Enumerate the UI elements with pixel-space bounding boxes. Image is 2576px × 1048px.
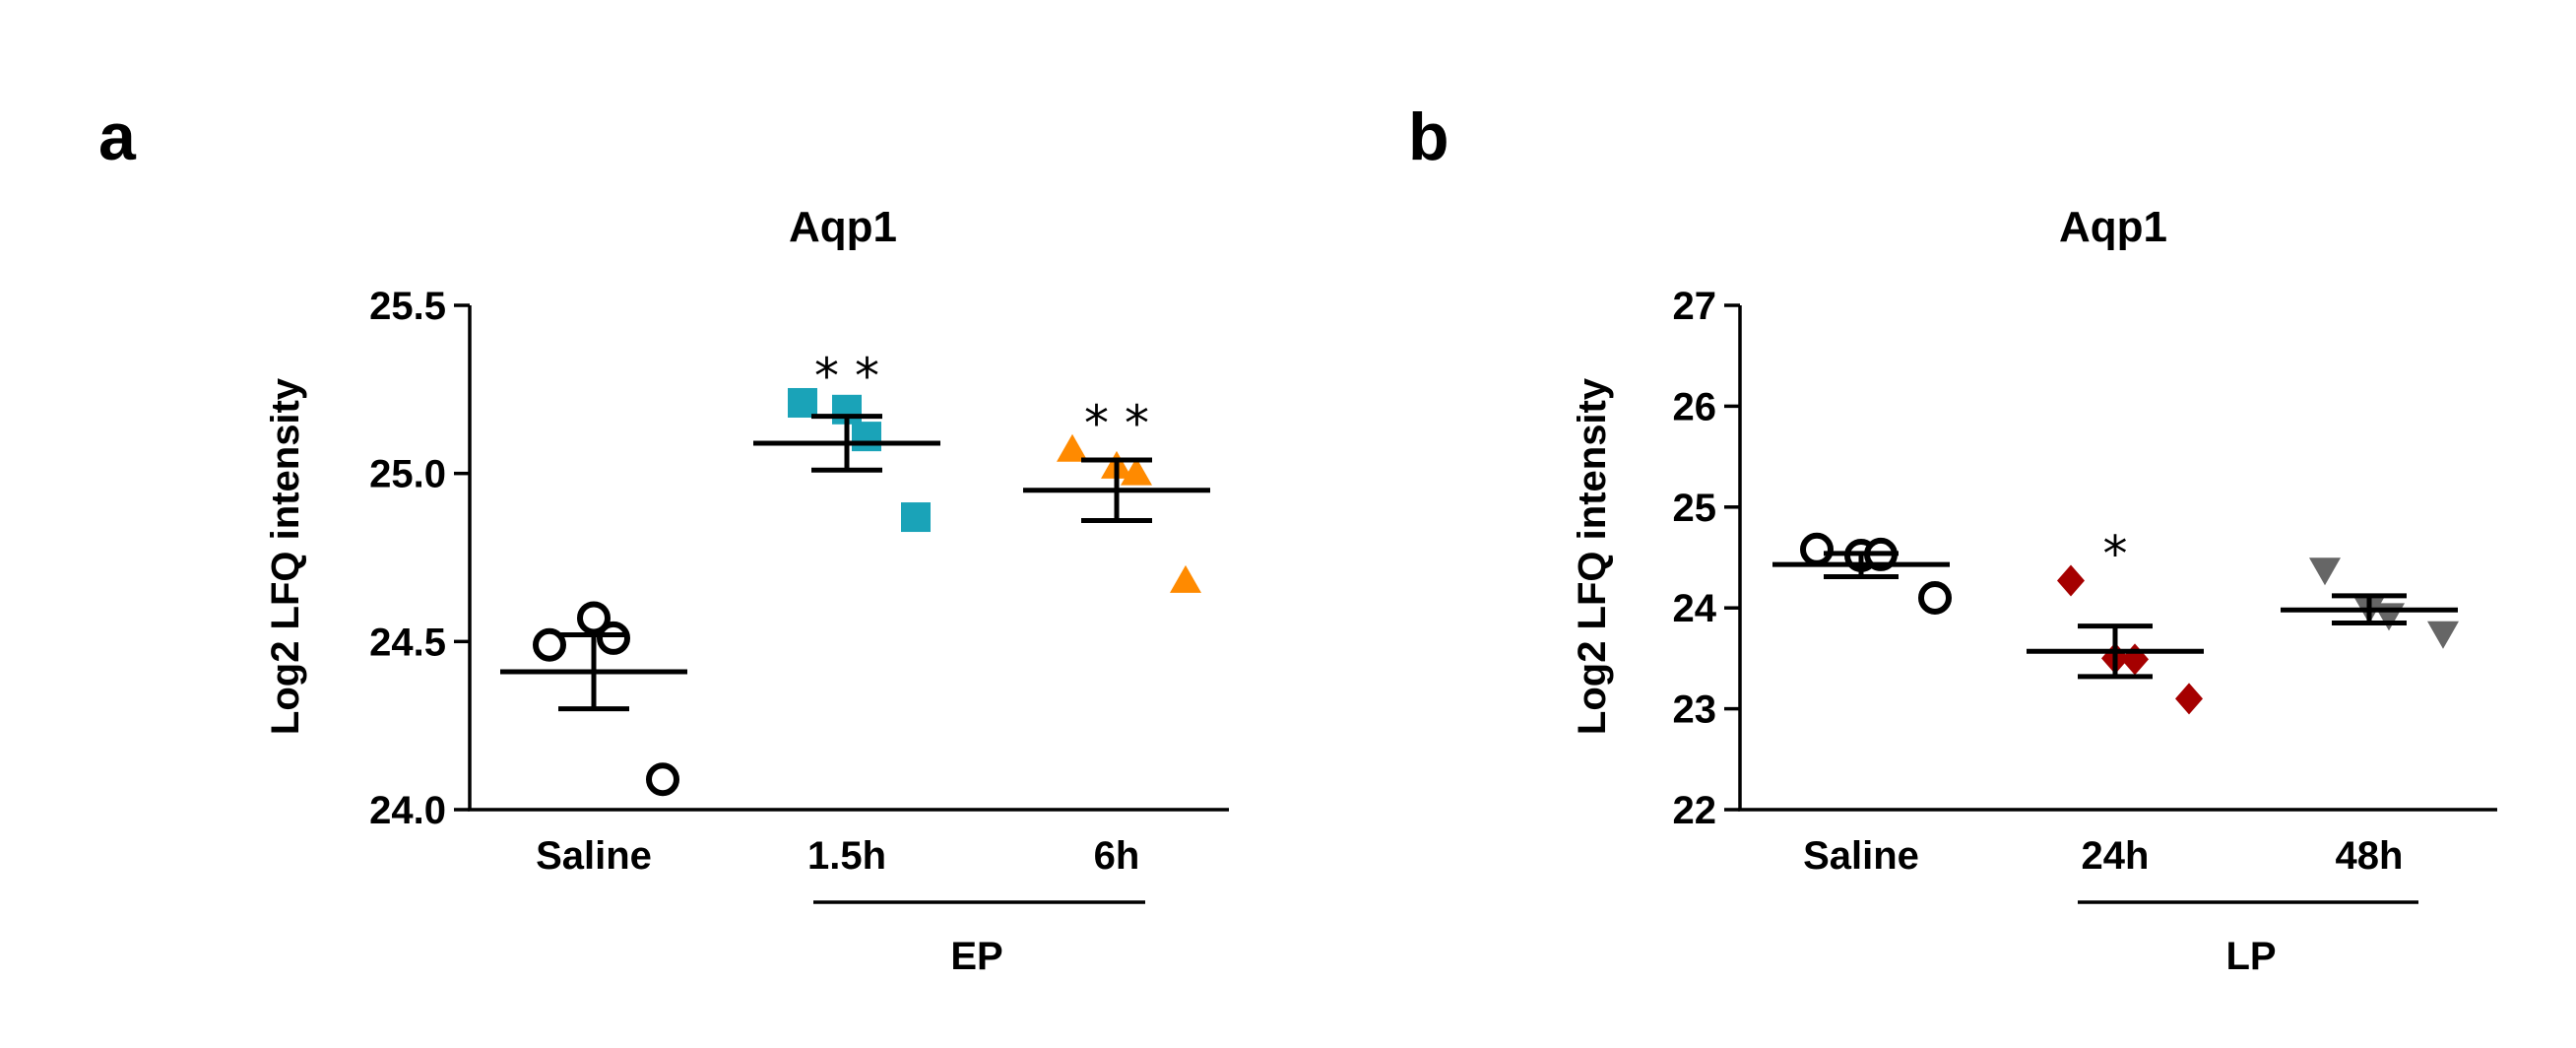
y-tick-label: 25 <box>1673 487 1717 530</box>
data-point <box>852 422 881 452</box>
group-label: LP <box>2225 935 2276 978</box>
y-tick-label: 26 <box>1673 385 1717 428</box>
significance-marker: * * <box>1084 395 1149 452</box>
panel-a: a Aqp1 Log2 LFQ intensity 24.0 24.5 25.0 25… <box>98 99 1229 978</box>
data-point <box>533 627 566 662</box>
chart-title: Aqp1 <box>789 203 897 251</box>
group-bracket: EP <box>813 900 1145 978</box>
data-point <box>2175 683 2203 715</box>
data-point <box>646 762 679 797</box>
group-label: EP <box>950 935 1002 978</box>
data-marks: * <box>1772 526 2459 715</box>
data-point <box>2427 621 2459 649</box>
x-tick-label: 1.5h <box>807 834 886 878</box>
series-24h: * <box>2027 526 2204 715</box>
y-tick-label: 24.0 <box>369 789 446 832</box>
y-ticks: 22 23 24 25 26 27 <box>1673 285 1740 832</box>
y-tick-label: 22 <box>1673 789 1717 832</box>
x-tick-label: 48h <box>2336 834 2404 878</box>
data-point <box>2373 603 2405 631</box>
data-point <box>597 621 630 655</box>
series-48h <box>2281 557 2459 649</box>
panel-letter: b <box>1408 99 1449 174</box>
data-point <box>1918 580 1952 615</box>
y-ticks: 24.0 24.5 25.0 25.5 <box>369 285 470 832</box>
panel-b: b Aqp1 Log2 LFQ intensity 22 23 24 25 26 27 S… <box>1408 99 2497 978</box>
data-point <box>577 601 611 635</box>
data-point <box>1170 564 1201 593</box>
y-tick-label: 23 <box>1673 688 1717 732</box>
series-1.5h: * * <box>753 348 940 533</box>
data-point <box>788 387 817 418</box>
x-tick-label: 6h <box>1094 834 1140 878</box>
y-tick-label: 24 <box>1673 587 1717 630</box>
x-tick-label: 24h <box>2082 834 2150 878</box>
significance-marker: * * <box>814 348 879 405</box>
data-point <box>1800 532 1834 566</box>
significance-marker: * <box>2103 526 2128 583</box>
data-marks: * * * * <box>500 348 1210 797</box>
data-point <box>2057 564 2085 597</box>
y-tick-label: 25.5 <box>369 285 446 328</box>
x-categories: Saline 24h 48h <box>1803 834 2403 878</box>
series-Saline <box>1772 532 1952 615</box>
data-point <box>1057 433 1088 462</box>
y-tick-label: 25.0 <box>369 453 446 496</box>
x-categories: Saline 1.5h 6h <box>536 834 1139 878</box>
y-axis-label: Log2 LFQ intensity <box>264 377 307 735</box>
y-tick-label: 27 <box>1673 285 1717 328</box>
y-axis-label: Log2 LFQ intensity <box>1571 377 1614 735</box>
y-tick-label: 24.5 <box>369 621 446 664</box>
panel-letter: a <box>98 99 137 174</box>
group-bracket: LP <box>2078 900 2418 978</box>
series-6h: * * <box>1023 395 1210 593</box>
data-point <box>901 502 931 533</box>
x-tick-label: Saline <box>536 834 652 878</box>
chart-title: Aqp1 <box>2059 203 2167 251</box>
data-point <box>2309 557 2341 586</box>
data-point <box>1121 457 1152 486</box>
series-Saline <box>500 601 687 797</box>
x-tick-label: Saline <box>1803 834 1919 878</box>
data-point <box>2121 643 2149 676</box>
